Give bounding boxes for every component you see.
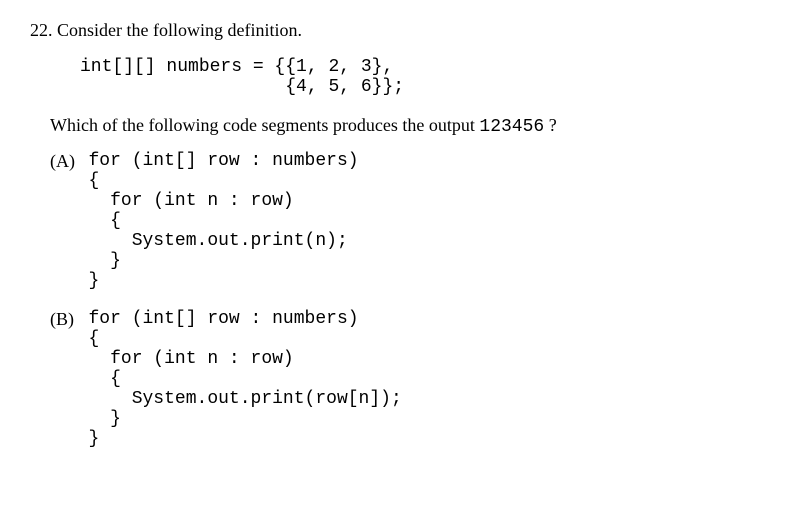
prompt-post: ? <box>544 115 557 135</box>
prompt-code: 123456 <box>479 117 544 137</box>
choice-code-b: for (int[] row : numbers) { for (int n :… <box>89 309 402 449</box>
choice-label-b: (B) <box>50 309 84 330</box>
prompt-pre: Which of the following code segments pro… <box>50 115 479 135</box>
choice-b: (B) for (int[] row : numbers) { for (int… <box>50 309 770 449</box>
question-prompt: Which of the following code segments pro… <box>50 115 770 137</box>
choice-code-a: for (int[] row : numbers) { for (int n :… <box>89 151 359 291</box>
question-header: 22. Consider the following definition. <box>30 20 770 41</box>
choice-label-a: (A) <box>50 151 84 172</box>
definition-code: int[][] numbers = {{1, 2, 3}, {4, 5, 6}}… <box>80 57 770 97</box>
choice-a: (A) for (int[] row : numbers) { for (int… <box>50 151 770 291</box>
question-stem: Consider the following definition. <box>57 20 302 40</box>
question-number: 22. <box>30 20 53 40</box>
